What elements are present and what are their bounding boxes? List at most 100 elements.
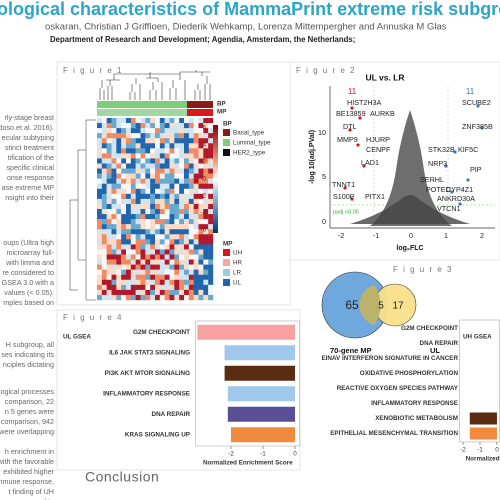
heatmap-cell — [111, 209, 117, 215]
heatmap-cell — [179, 128, 185, 134]
category-label: REACTIVE OXYGEN SPECIES PATHWAY — [337, 385, 459, 392]
body-text: nsight into their — [5, 193, 54, 202]
heatmap-cell — [116, 264, 122, 270]
heatmap-cell — [203, 173, 209, 179]
body-text: with limma and — [5, 258, 54, 267]
heatmap-cell — [184, 209, 190, 215]
gene-label: DTL — [343, 122, 357, 131]
heatmap-cell — [174, 284, 180, 291]
heatmap-cell — [97, 193, 103, 200]
heatmap-cell — [130, 229, 136, 235]
heatmap-cell — [203, 224, 209, 230]
heatmap-cell — [150, 254, 156, 260]
gene-label: LAD1 — [361, 158, 379, 167]
heatmap-cell — [121, 148, 127, 154]
heatmap-cell — [126, 198, 132, 205]
heatmap-cell — [111, 123, 117, 129]
heatmap-cell — [174, 173, 180, 179]
heatmap-cell — [111, 254, 117, 260]
heatmap-cell — [203, 269, 209, 275]
heatmap-cell — [193, 289, 199, 296]
heatmap-cell — [126, 143, 132, 149]
heatmap-cell — [193, 239, 199, 245]
heatmap-cell — [184, 284, 190, 291]
heatmap-cell — [155, 289, 161, 296]
heatmap-cell — [155, 249, 161, 255]
gene-label: PIP — [470, 165, 482, 174]
gene-label: BE13859 — [336, 109, 366, 118]
heatmap-cell — [164, 239, 170, 245]
heatmap-cell — [130, 133, 136, 139]
gene-label: TNNT1 — [332, 180, 355, 189]
x-tick-label: 2 — [480, 231, 484, 240]
heatmap-cell — [179, 274, 185, 280]
heatmap-cell — [140, 118, 146, 124]
heatmap-cell — [155, 239, 161, 245]
legend-swatch — [223, 249, 230, 256]
body-text: t finding of UH — [8, 487, 54, 496]
heatmap-cell — [126, 133, 132, 139]
heatmap-cell — [164, 143, 170, 149]
heatmap-cell — [155, 209, 161, 215]
heatmap-cell — [106, 143, 112, 149]
heatmap-cell — [184, 279, 190, 286]
bp-label: BP — [217, 101, 226, 108]
heatmap-cell — [198, 269, 204, 275]
heatmap-cell — [188, 203, 194, 210]
heatmap-cell — [121, 209, 127, 215]
bar — [197, 324, 295, 340]
heatmap-cell — [121, 274, 127, 280]
heatmap-cell — [179, 249, 185, 255]
heatmap-cell — [203, 244, 209, 250]
heatmap-cell — [184, 178, 190, 184]
heatmap-cell — [121, 173, 127, 179]
heatmap-cell — [106, 214, 112, 220]
heatmap-cell — [116, 183, 122, 189]
heatmap-cell — [111, 224, 117, 230]
heatmap-cell — [111, 178, 117, 184]
heatmap-cell — [208, 143, 214, 149]
heatmap-cell — [101, 294, 107, 301]
heatmap-cell — [101, 198, 107, 205]
heatmap-cell — [155, 284, 161, 291]
heatmap-cell — [198, 143, 204, 149]
heatmap-cell — [198, 289, 204, 296]
heatmap-cell — [193, 284, 199, 291]
bar — [231, 427, 295, 443]
heatmap-cell — [150, 214, 156, 220]
heatmap-cell — [101, 158, 107, 164]
heatmap-cell — [150, 163, 156, 169]
heatmap-cell — [179, 269, 185, 275]
heatmap-cell — [179, 188, 185, 195]
heatmap-cell — [198, 193, 204, 200]
heatmap-cell — [188, 123, 194, 129]
heatmap-cell — [101, 123, 107, 129]
heatmap-cell — [184, 269, 190, 275]
heatmap-cell — [121, 249, 127, 255]
authors: oskaran, Christian J Griffioen, Diederik… — [45, 22, 447, 33]
heatmap-cell — [174, 249, 180, 255]
heatmap-cell — [140, 289, 146, 296]
figure-label: F i g u r e 3 — [393, 265, 453, 274]
heatmap-cell — [155, 234, 161, 240]
legend-swatch — [223, 279, 230, 286]
heatmap-cell — [145, 118, 151, 124]
heatmap-cell — [184, 229, 190, 235]
heatmap-cell — [145, 198, 151, 205]
heatmap-cell — [135, 193, 141, 200]
heatmap-cell — [135, 214, 141, 220]
gene-label: CYP4Z1 — [446, 185, 473, 194]
heatmap-cell — [97, 133, 103, 139]
heatmap-cell — [174, 214, 180, 220]
heatmap-cell — [121, 178, 127, 184]
heatmap-cell — [184, 123, 190, 129]
heatmap-cell — [140, 219, 146, 225]
heatmap-cell — [203, 168, 209, 174]
heatmap-cell — [174, 279, 180, 286]
gene-label: SCUBE2 — [462, 98, 491, 107]
heatmap-cell — [101, 128, 107, 134]
heatmap-cell — [116, 193, 122, 200]
body-text: GSEA 3.0 with a — [2, 278, 54, 287]
heatmap-cell — [140, 143, 146, 149]
heatmap-cell — [126, 274, 132, 280]
